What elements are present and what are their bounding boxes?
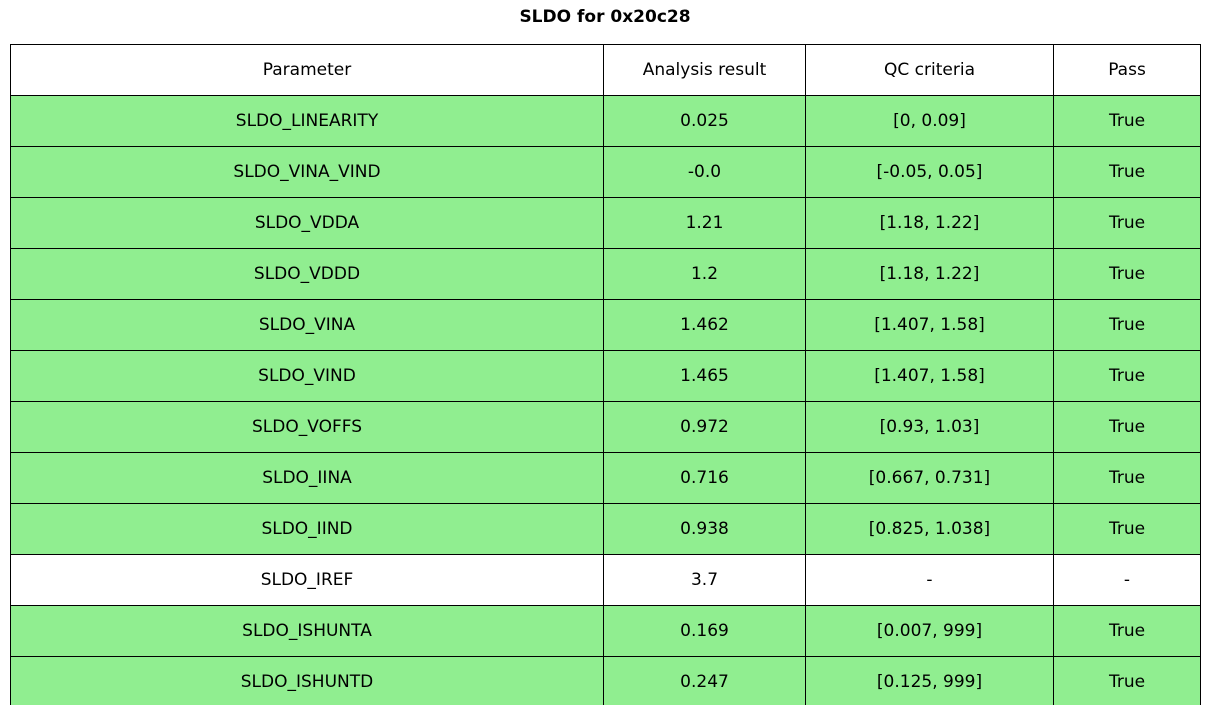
cell-parameter: SLDO_VDDA [10,197,604,249]
table-row: SLDO_VOFFS 0.972 [0.93, 1.03] True [10,401,1201,453]
cell-pass: - [1053,554,1201,606]
cell-analysis-result: 1.21 [603,197,806,249]
cell-analysis-result: -0.0 [603,146,806,198]
cell-qc-criteria: [0, 0.09] [805,95,1054,147]
table-row: SLDO_VDDA 1.21 [1.18, 1.22] True [10,197,1201,249]
cell-qc-criteria: [0.93, 1.03] [805,401,1054,453]
cell-parameter: SLDO_ISHUNTA [10,605,604,657]
cell-qc-criteria: [0.125, 999] [805,656,1054,705]
cell-parameter: SLDO_VOFFS [10,401,604,453]
cell-pass: True [1053,248,1201,300]
table-row: SLDO_LINEARITY 0.025 [0, 0.09] True [10,95,1201,147]
cell-pass: True [1053,197,1201,249]
table-body: SLDO_LINEARITY 0.025 [0, 0.09] True SLDO… [10,95,1201,705]
cell-analysis-result: 1.2 [603,248,806,300]
cell-pass: True [1053,401,1201,453]
cell-qc-criteria: [1.18, 1.22] [805,197,1054,249]
table-row: SLDO_IREF 3.7 - - [10,554,1201,606]
cell-parameter: SLDO_VIND [10,350,604,402]
cell-parameter: SLDO_LINEARITY [10,95,604,147]
cell-pass: True [1053,452,1201,504]
cell-analysis-result: 1.462 [603,299,806,351]
cell-parameter: SLDO_VINA [10,299,604,351]
cell-pass: True [1053,605,1201,657]
cell-analysis-result: 0.025 [603,95,806,147]
table-row: SLDO_ISHUNTD 0.247 [0.125, 999] True [10,656,1201,705]
cell-qc-criteria: [1.18, 1.22] [805,248,1054,300]
cell-analysis-result: 0.169 [603,605,806,657]
cell-parameter: SLDO_VDDD [10,248,604,300]
cell-analysis-result: 0.972 [603,401,806,453]
table-row: SLDO_IIND 0.938 [0.825, 1.038] True [10,503,1201,555]
cell-parameter: SLDO_IINA [10,452,604,504]
cell-qc-criteria: [1.407, 1.58] [805,299,1054,351]
table-row: SLDO_IINA 0.716 [0.667, 0.731] True [10,452,1201,504]
cell-analysis-result: 3.7 [603,554,806,606]
column-header-parameter: Parameter [10,44,604,96]
cell-pass: True [1053,146,1201,198]
table-row: SLDO_ISHUNTA 0.169 [0.007, 999] True [10,605,1201,657]
cell-qc-criteria: - [805,554,1054,606]
cell-qc-criteria: [1.407, 1.58] [805,350,1054,402]
cell-qc-criteria: [0.825, 1.038] [805,503,1054,555]
cell-qc-criteria: [0.667, 0.731] [805,452,1054,504]
cell-parameter: SLDO_VINA_VIND [10,146,604,198]
cell-pass: True [1053,656,1201,705]
figure-title: SLDO for 0x20c28 [519,7,691,27]
table-header-row: Parameter Analysis result QC criteria Pa… [10,44,1201,96]
cell-analysis-result: 0.938 [603,503,806,555]
cell-analysis-result: 0.716 [603,452,806,504]
table-row: SLDO_VINA_VIND -0.0 [-0.05, 0.05] True [10,146,1201,198]
cell-pass: True [1053,95,1201,147]
table-row: SLDO_VDDD 1.2 [1.18, 1.22] True [10,248,1201,300]
cell-pass: True [1053,503,1201,555]
column-header-analysis-result: Analysis result [603,44,806,96]
column-header-pass: Pass [1053,44,1201,96]
table-row: SLDO_VINA 1.462 [1.407, 1.58] True [10,299,1201,351]
cell-pass: True [1053,350,1201,402]
cell-pass: True [1053,299,1201,351]
cell-qc-criteria: [-0.05, 0.05] [805,146,1054,198]
cell-qc-criteria: [0.007, 999] [805,605,1054,657]
qc-results-table: Parameter Analysis result QC criteria Pa… [10,44,1201,705]
cell-analysis-result: 1.465 [603,350,806,402]
cell-analysis-result: 0.247 [603,656,806,705]
column-header-qc-criteria: QC criteria [805,44,1054,96]
cell-parameter: SLDO_ISHUNTD [10,656,604,705]
table-row: SLDO_VIND 1.465 [1.407, 1.58] True [10,350,1201,402]
cell-parameter: SLDO_IIND [10,503,604,555]
cell-parameter: SLDO_IREF [10,554,604,606]
